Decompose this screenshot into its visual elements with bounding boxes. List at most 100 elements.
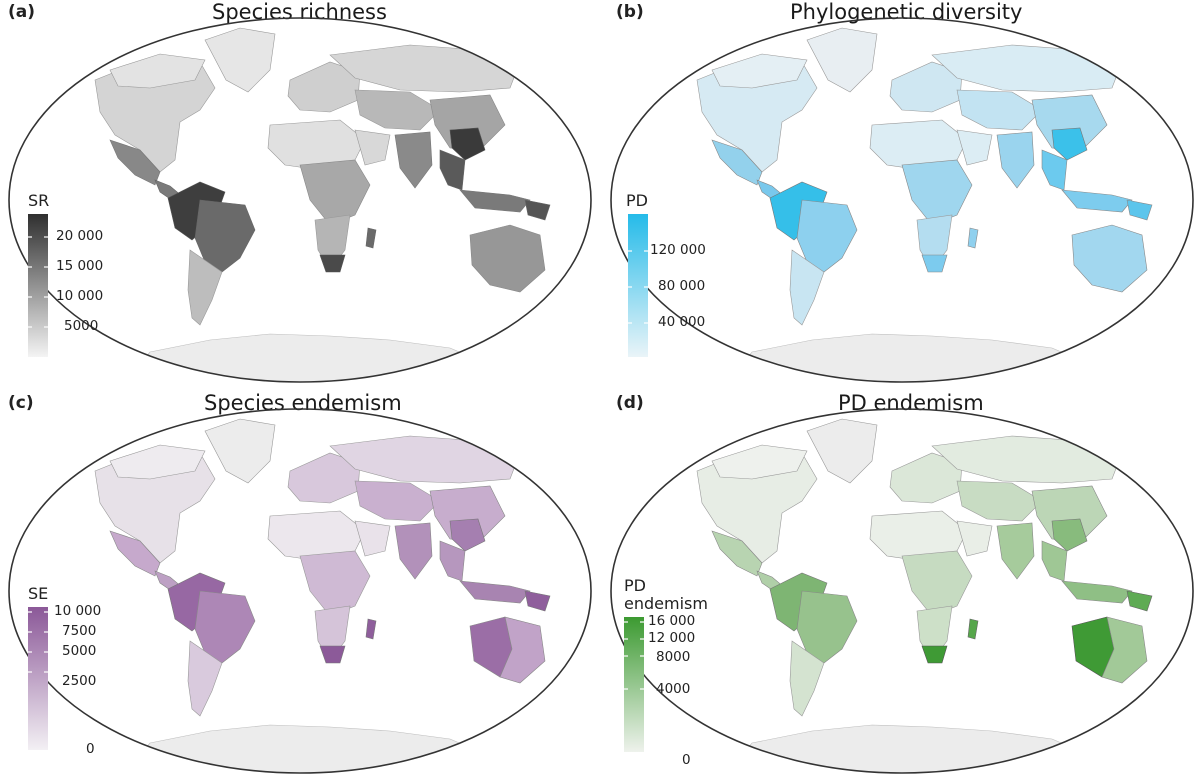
map-outline xyxy=(8,408,592,774)
australia xyxy=(1071,224,1148,293)
legend-tick: 4000 xyxy=(656,681,691,697)
legend-title: SE xyxy=(28,584,49,603)
europe xyxy=(889,452,963,504)
legend-tick: 8000 xyxy=(656,649,691,665)
panel-title: Species endemism xyxy=(204,391,402,415)
brazil xyxy=(194,590,256,664)
india xyxy=(394,522,433,580)
central-asia xyxy=(956,89,1043,131)
central-asia xyxy=(354,89,441,131)
russia xyxy=(329,44,521,93)
legend-tick: 2500 xyxy=(62,673,97,689)
legend-tick: 5000 xyxy=(64,318,99,334)
australia-east xyxy=(499,616,546,684)
world-map xyxy=(610,408,1194,774)
panel-title: Species richness xyxy=(212,0,387,24)
south-china xyxy=(1051,127,1088,161)
russia xyxy=(931,44,1123,93)
central-africa xyxy=(299,550,371,617)
arabia xyxy=(354,129,391,166)
greenland xyxy=(204,418,276,484)
indonesia xyxy=(1061,189,1133,213)
legend-title-line: PD xyxy=(624,576,646,595)
mexico xyxy=(109,530,161,577)
madagascar xyxy=(365,227,377,249)
legend-tick: 0 xyxy=(86,741,95,757)
canada-north xyxy=(109,444,206,480)
map-outline xyxy=(610,408,1194,774)
legend-tick: 40 000 xyxy=(658,314,706,330)
mexico xyxy=(109,139,161,186)
southeast-asia xyxy=(439,149,466,191)
legend-tick: 15 000 xyxy=(56,258,104,274)
brazil xyxy=(194,199,256,273)
greenland xyxy=(204,27,276,93)
new-guinea xyxy=(524,590,551,612)
map-outline xyxy=(610,17,1194,383)
legend-tick: 0 xyxy=(682,752,691,768)
panel-letter: (a) xyxy=(8,2,36,22)
legend-tick: 20 000 xyxy=(56,228,104,244)
central-asia xyxy=(956,480,1043,522)
greenland xyxy=(806,27,878,93)
india xyxy=(394,131,433,189)
legend-title: SR xyxy=(28,191,50,210)
south-america-south xyxy=(187,249,223,326)
panel-letter: (b) xyxy=(616,2,644,22)
brazil xyxy=(796,199,858,273)
legend-tick: 16 000 xyxy=(648,613,696,629)
legend-title: PD xyxy=(626,191,648,210)
indonesia xyxy=(1061,580,1133,604)
indonesia xyxy=(459,580,531,604)
central-africa xyxy=(299,159,371,226)
world-map xyxy=(8,408,592,774)
central-asia xyxy=(354,480,441,522)
new-guinea xyxy=(1126,199,1153,221)
map-outline xyxy=(8,17,592,383)
south-africa xyxy=(921,645,948,664)
russia xyxy=(931,435,1123,484)
arabia xyxy=(956,520,993,557)
south-china xyxy=(449,518,486,552)
madagascar xyxy=(365,618,377,640)
legend-color-bar xyxy=(28,607,48,750)
panel-pd-endemism: (d) PD endemism xyxy=(600,389,1200,778)
world-map xyxy=(610,17,1194,383)
madagascar xyxy=(967,618,979,640)
panel-species-endemism: (c) Species endemism xyxy=(0,389,600,778)
panel-phylogenetic-diversity: (b) Phylogenetic diversity xyxy=(600,0,1200,389)
europe xyxy=(287,61,361,113)
canada-north xyxy=(711,53,808,89)
arabia xyxy=(956,129,993,166)
legend-tick: 5000 xyxy=(62,643,97,659)
central-africa xyxy=(901,550,973,617)
central-africa xyxy=(901,159,973,226)
legend-color-bar xyxy=(628,214,648,357)
legend-title-line: endemism xyxy=(624,594,708,613)
legend-tick: 80 000 xyxy=(658,278,706,294)
antarctica xyxy=(119,333,501,382)
south-africa xyxy=(319,645,346,664)
europe xyxy=(889,61,963,113)
madagascar xyxy=(967,227,979,249)
south-china xyxy=(1051,518,1088,552)
legend-tick: 10 000 xyxy=(54,603,102,619)
legend-tick: 7500 xyxy=(62,623,97,639)
panel-letter: (d) xyxy=(616,393,644,413)
panel-title: Phylogenetic diversity xyxy=(790,0,1023,24)
south-africa xyxy=(319,254,346,273)
legend-color-bar xyxy=(624,617,644,752)
southeast-asia xyxy=(1041,540,1068,582)
arabia xyxy=(354,520,391,557)
brazil xyxy=(796,590,858,664)
panel-species-richness: (a) Species richness xyxy=(0,0,600,389)
legend-color-bar xyxy=(28,214,48,357)
new-guinea xyxy=(1126,590,1153,612)
south-africa xyxy=(921,254,948,273)
antarctica xyxy=(119,724,501,773)
panel-letter: (c) xyxy=(8,393,34,413)
new-guinea xyxy=(524,199,551,221)
world-map xyxy=(8,17,592,383)
antarctica xyxy=(721,724,1103,773)
southeast-asia xyxy=(1041,149,1068,191)
